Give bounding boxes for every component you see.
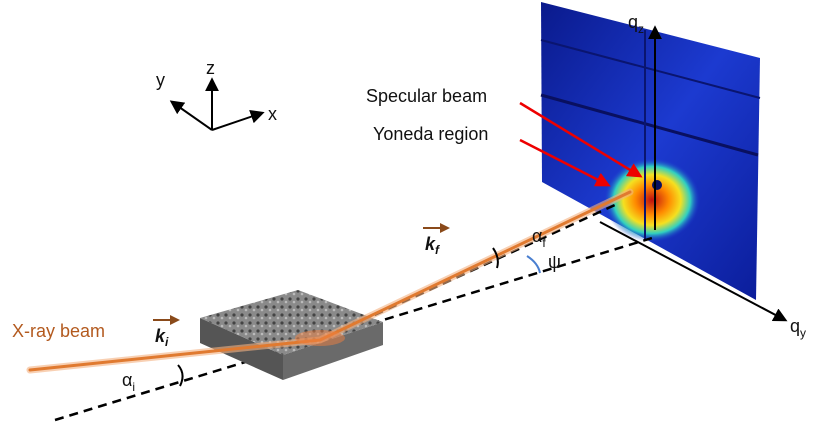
axis-label: qy <box>790 316 806 340</box>
axis-label: z <box>206 58 215 78</box>
label-part: q <box>790 316 800 336</box>
label-part: f <box>542 236 546 250</box>
diagram: z x y qz qy Specular beam Yoneda <box>0 0 815 430</box>
label-part: α <box>122 370 132 390</box>
angle-label: ψ <box>548 252 561 272</box>
vector-label: kf <box>425 234 440 257</box>
label-part: q <box>628 12 638 32</box>
vector-label: ki <box>155 326 169 349</box>
angle-label: αi <box>122 370 135 394</box>
label-part: z <box>638 22 644 36</box>
annotation: Yoneda region <box>373 124 488 144</box>
axis-label: x <box>268 104 277 124</box>
annotation: Specular beam <box>366 86 487 106</box>
label-part: y <box>800 326 806 340</box>
xray-beam <box>30 192 630 370</box>
label-part: i <box>165 335 169 349</box>
label-part: i <box>132 380 135 394</box>
beam-label: X-ray beam <box>12 321 105 341</box>
label-part: f <box>435 243 440 257</box>
coordinate-axes <box>172 80 262 130</box>
axis-label: y <box>156 70 165 90</box>
detector <box>541 2 760 300</box>
label-part: α <box>532 226 542 246</box>
